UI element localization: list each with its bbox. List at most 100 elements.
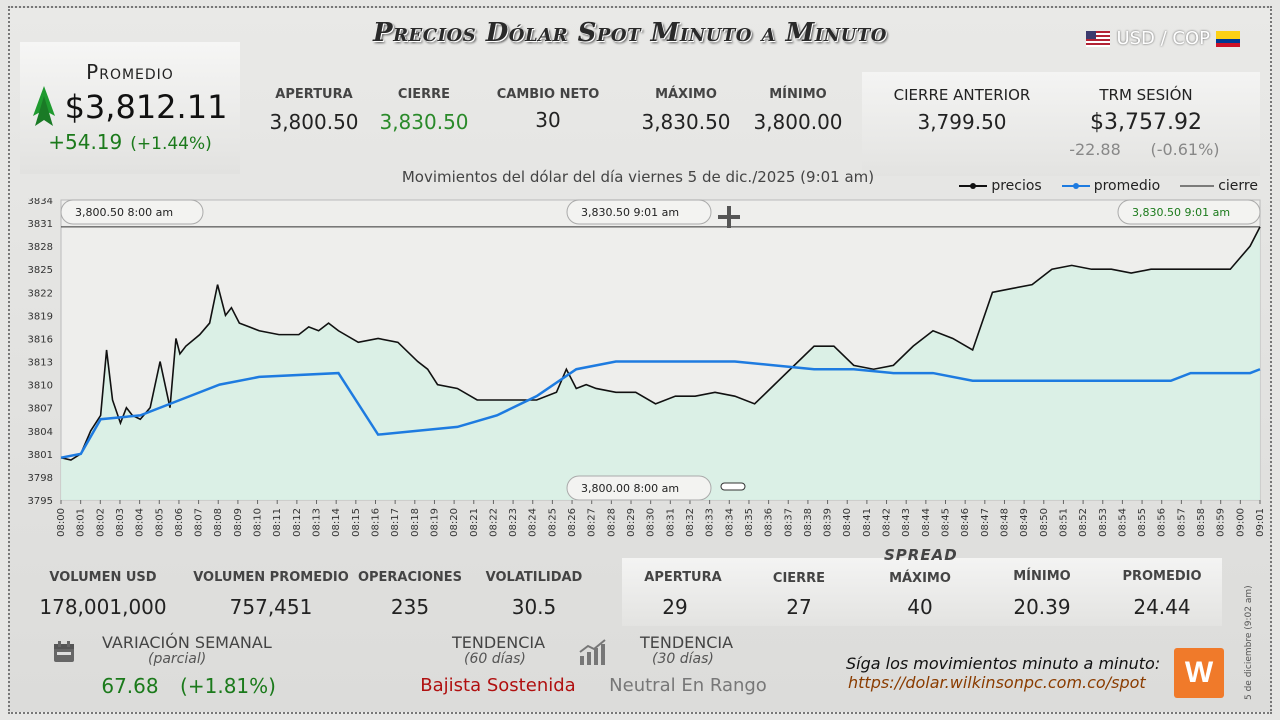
x-tick-label: 08:44 bbox=[921, 508, 932, 537]
price-chart[interactable]: 3834 3831 3828 3825 3822 3819 3816 3813 3810 3807… bbox=[0, 198, 1280, 550]
operaciones-value: 235 bbox=[390, 595, 430, 619]
x-tick-label: 08:13 bbox=[312, 508, 323, 537]
x-tick-label: 08:02 bbox=[95, 508, 106, 537]
variacion-sub: (parcial) bbox=[148, 651, 207, 667]
operaciones-label: OPERACIONES bbox=[357, 570, 463, 585]
x-tick-label: 08:50 bbox=[1039, 508, 1050, 537]
x-tick-label: 08:10 bbox=[253, 508, 264, 537]
spread-maximo-label: MÁXIMO bbox=[889, 571, 951, 586]
y-tick-label: 3798 bbox=[28, 473, 53, 484]
spread-maximo-value: 40 bbox=[907, 595, 933, 619]
side-date: 5 de diciembre (9:02 am) bbox=[1244, 585, 1254, 700]
price-tag-label: 3,800.00 8:00 am bbox=[581, 482, 679, 495]
x-tick-label: 08:54 bbox=[1117, 508, 1128, 537]
x-tick-label: 08:24 bbox=[528, 508, 539, 537]
x-tick-label: 08:35 bbox=[744, 508, 755, 537]
trm-value: $3,757.92 bbox=[1090, 110, 1202, 135]
volumen-usd-value: 178,001,000 bbox=[39, 595, 167, 619]
y-tick-label: 3810 bbox=[28, 381, 53, 392]
x-tick-label: 08:48 bbox=[999, 508, 1010, 537]
y-tick-label: 3825 bbox=[28, 265, 53, 276]
x-tick-label: 08:37 bbox=[783, 508, 794, 537]
y-tick-label: 3804 bbox=[28, 427, 53, 438]
cambio-neto-value: 30 bbox=[535, 108, 561, 132]
site-link[interactable]: https://dolar.wilkinsonpc.com.co/spot bbox=[848, 673, 1146, 692]
x-tick-label: 08:57 bbox=[1176, 508, 1187, 537]
price-tag-label: 3,830.50 9:01 am bbox=[1132, 206, 1230, 219]
spread-promedio-value: 24.44 bbox=[1133, 595, 1191, 619]
x-tick-label: 08:42 bbox=[882, 508, 893, 537]
volumen-promedio-value: 757,451 bbox=[229, 595, 313, 619]
x-tick-label: 08:28 bbox=[606, 508, 617, 537]
x-tick-label: 09:01 bbox=[1255, 508, 1266, 537]
x-tick-label: 08:18 bbox=[410, 508, 421, 537]
precios-area bbox=[61, 226, 1260, 500]
x-tick-label: 08:55 bbox=[1137, 508, 1148, 537]
x-tick-label: 08:56 bbox=[1157, 508, 1168, 537]
spread-minimo-value: 20.39 bbox=[1013, 595, 1071, 619]
x-tick-label: 08:58 bbox=[1196, 508, 1207, 537]
x-tick-label: 08:23 bbox=[508, 508, 519, 537]
x-tick-label: 08:40 bbox=[842, 508, 853, 537]
y-tick-label: 3807 bbox=[28, 404, 53, 415]
spread-cierre-value: 27 bbox=[786, 595, 812, 619]
follow-text: Síga los movimientos minuto a minuto: bbox=[846, 654, 1161, 673]
x-tick-label: 08:06 bbox=[174, 508, 185, 537]
wilkinson-logo[interactable]: W bbox=[1174, 648, 1224, 698]
x-tick-label: 08:45 bbox=[941, 508, 952, 537]
x-tick-label: 09:00 bbox=[1235, 508, 1246, 537]
volatilidad-label: VOLATILIDAD bbox=[485, 570, 583, 585]
price-tag-box bbox=[60, 199, 204, 225]
x-tick-label: 08:41 bbox=[862, 508, 873, 537]
x-tick-label: 08:30 bbox=[646, 508, 657, 537]
pair-label: USD / COP bbox=[1116, 28, 1210, 49]
crosshair-icon[interactable] bbox=[718, 206, 740, 228]
price-tag-box bbox=[1117, 199, 1261, 225]
tendencia30-sub: (30 días) bbox=[652, 651, 714, 667]
x-tick-label: 08:11 bbox=[272, 508, 283, 537]
apertura-value: 3,800.50 bbox=[269, 110, 359, 134]
y-tick-label: 3795 bbox=[28, 496, 53, 507]
legend-precios-label: precios bbox=[991, 178, 1042, 194]
x-tick-label: 08:22 bbox=[488, 508, 499, 537]
x-tick-label: 08:26 bbox=[567, 508, 578, 537]
volumen-promedio-label: VOLUMEN PROMEDIO bbox=[193, 570, 349, 585]
y-tick-label: 3828 bbox=[28, 242, 53, 253]
x-tick-label: 08:17 bbox=[390, 508, 401, 537]
promedio-value-row: $3,812.11 bbox=[20, 86, 240, 128]
apertura-label: APERTURA bbox=[275, 87, 353, 102]
spread-panel bbox=[622, 558, 1222, 626]
spread-apertura-value: 29 bbox=[662, 595, 688, 619]
y-tick-label: 3819 bbox=[28, 311, 53, 322]
y-tick-label: 3822 bbox=[28, 288, 53, 299]
price-tag-box bbox=[566, 199, 712, 225]
x-tick-label: 08:59 bbox=[1216, 508, 1227, 537]
x-tick-label: 08:32 bbox=[685, 508, 696, 537]
x-tick-label: 08:09 bbox=[233, 508, 244, 537]
variacion-label: VARIACIÓN SEMANAL bbox=[102, 633, 272, 652]
trm-label: TRM SESIÓN bbox=[1099, 86, 1193, 104]
x-tick-label: 08:21 bbox=[469, 508, 480, 537]
x-tick-label: 08:39 bbox=[823, 508, 834, 537]
tendencia30-label: TENDENCIA bbox=[640, 633, 734, 652]
x-tick-label: 08:33 bbox=[705, 508, 716, 537]
colombia-flag-icon bbox=[1216, 30, 1240, 47]
minimo-value: 3,800.00 bbox=[753, 110, 843, 134]
x-tick-label: 08:14 bbox=[331, 508, 342, 537]
page-title: Precios Dólar Spot Minuto a Minuto bbox=[373, 18, 887, 48]
scroll-handle[interactable] bbox=[720, 482, 746, 491]
x-tick-label: 08:49 bbox=[1019, 508, 1030, 537]
promedio-change-pct: (+1.44%) bbox=[130, 134, 212, 154]
spread-promedio-label: PROMEDIO bbox=[1122, 569, 1202, 584]
price-tag-label: 3,800.50 8:00 am bbox=[75, 206, 173, 219]
promedio-value: $3,812.11 bbox=[64, 88, 228, 126]
cambio-neto-label: CAMBIO NETO bbox=[496, 87, 600, 102]
chart-legend: precios promedio cierre bbox=[959, 178, 1258, 194]
legend-cierre-label: cierre bbox=[1218, 178, 1258, 194]
x-tick-label: 08:34 bbox=[724, 508, 735, 537]
x-tick-label: 08:47 bbox=[980, 508, 991, 537]
x-tick-label: 08:53 bbox=[1098, 508, 1109, 537]
spread-minimo-label: MÍNIMO bbox=[1013, 569, 1071, 584]
legend-precios-swatch bbox=[959, 183, 988, 189]
y-tick-label: 3816 bbox=[28, 334, 53, 345]
